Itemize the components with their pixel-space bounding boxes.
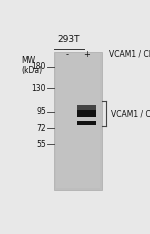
Text: 180: 180	[32, 62, 46, 71]
Bar	[56, 53, 100, 188]
Text: VCAM1 / CD106: VCAM1 / CD106	[110, 50, 150, 59]
Bar	[77, 121, 96, 125]
Text: +: +	[83, 50, 90, 59]
Bar	[77, 105, 96, 110]
Text: 72: 72	[36, 124, 46, 133]
Text: 55: 55	[36, 140, 46, 149]
Text: 95: 95	[36, 107, 46, 116]
Bar	[77, 110, 96, 117]
Text: 293T: 293T	[57, 35, 80, 44]
Text: VCAM1 / CD106: VCAM1 / CD106	[111, 109, 150, 118]
Text: 130: 130	[32, 84, 46, 93]
Text: -: -	[66, 50, 69, 59]
Bar	[54, 51, 102, 190]
Text: MW
(kDa): MW (kDa)	[21, 56, 42, 75]
